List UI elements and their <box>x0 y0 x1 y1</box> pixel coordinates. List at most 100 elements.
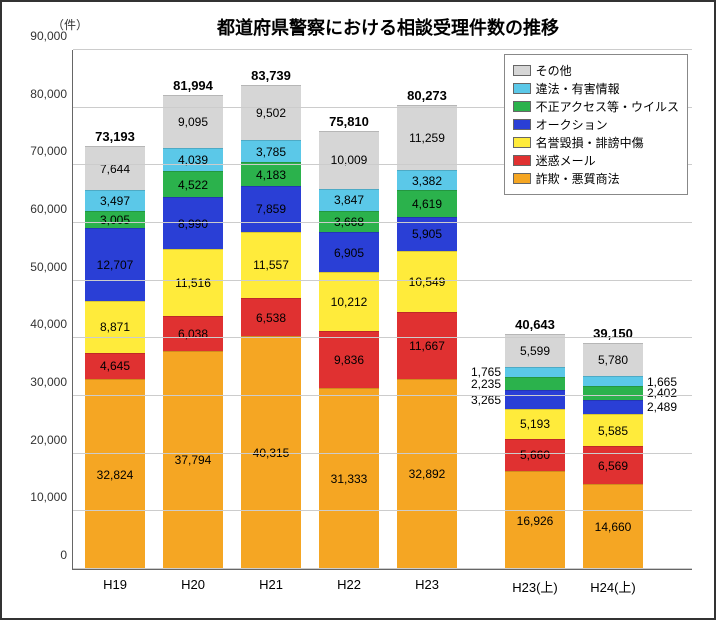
segment-value: 5,905 <box>412 227 442 241</box>
segment-value: 7,859 <box>256 202 286 216</box>
bar-segment: 5,585 <box>583 414 643 446</box>
bar-segment: 1,665 <box>583 376 643 386</box>
bar-segment: 5,780 <box>583 343 643 376</box>
segment-value: 11,557 <box>253 258 289 272</box>
x-axis-label: H21 <box>259 577 283 592</box>
legend-label: 違法・有害情報 <box>536 80 620 97</box>
legend-item: その他 <box>513 62 679 79</box>
segment-value: 11,667 <box>409 339 445 353</box>
segment-value: 11,516 <box>175 276 211 290</box>
bar-segment: 10,009 <box>319 131 379 189</box>
segment-value: 31,333 <box>331 472 368 486</box>
legend-item: オークション <box>513 116 679 133</box>
segment-value: 3,847 <box>334 193 364 207</box>
segment-value: 1,765 <box>471 365 501 379</box>
legend-label: オークション <box>536 116 608 133</box>
bar-segment: 6,538 <box>241 298 301 336</box>
segment-value: 4,522 <box>178 178 208 192</box>
y-tick-label: 40,000 <box>30 317 67 331</box>
legend-swatch <box>513 83 531 94</box>
bar-segment: 4,619 <box>397 190 457 217</box>
y-tick-label: 0 <box>60 548 67 562</box>
bar-segment: 32,824 <box>85 379 145 569</box>
segment-value: 10,549 <box>409 275 446 289</box>
bar-segment: 3,382 <box>397 170 457 190</box>
legend-item: 違法・有害情報 <box>513 80 679 97</box>
y-tick-label: 20,000 <box>30 433 67 447</box>
bar-segment: 11,516 <box>163 249 223 316</box>
legend-swatch <box>513 101 531 112</box>
bar-segment: 2,489 <box>583 400 643 414</box>
segment-value: 9,095 <box>178 115 208 129</box>
bar-segment: 1,765 <box>505 367 565 377</box>
legend-swatch <box>513 155 531 166</box>
bar-segment: 5,599 <box>505 334 565 366</box>
bar-segment: 32,892 <box>397 379 457 569</box>
bar-segment: 10,549 <box>397 251 457 312</box>
legend-label: 名誉毀損・誹謗中傷 <box>536 134 644 151</box>
grid-line <box>73 568 692 569</box>
segment-value: 10,212 <box>331 295 368 309</box>
bar-segment: 8,871 <box>85 301 145 352</box>
segment-value: 37,794 <box>175 453 212 467</box>
bar-segment: 9,836 <box>319 331 379 388</box>
legend-swatch <box>513 137 531 148</box>
segment-value: 3,382 <box>412 174 442 188</box>
bar-segment: 2,235 <box>505 377 565 390</box>
grid-line <box>73 280 692 281</box>
bar-segment: 31,333 <box>319 388 379 569</box>
bar-total: 83,739 <box>251 68 291 83</box>
segment-value: 4,619 <box>412 197 442 211</box>
bar-segment: 37,794 <box>163 351 223 569</box>
segment-value: 5,660 <box>520 448 550 462</box>
bar-segment: 4,645 <box>85 353 145 380</box>
grid-line <box>73 510 692 511</box>
bar-segment: 6,905 <box>319 232 379 272</box>
legend-item: 迷惑メール <box>513 152 679 169</box>
legend: その他違法・有害情報不正アクセス等・ウイルスオークション名誉毀損・誹謗中傷迷惑メ… <box>504 54 688 195</box>
y-tick-label: 70,000 <box>30 144 67 158</box>
bar-segment: 16,926 <box>505 471 565 569</box>
y-tick-label: 30,000 <box>30 375 67 389</box>
segment-value: 12,707 <box>97 258 134 272</box>
bar-segment: 3,785 <box>241 140 301 162</box>
legend-label: その他 <box>536 62 572 79</box>
segment-value: 4,645 <box>100 359 130 373</box>
bar-segment: 2,402 <box>583 386 643 400</box>
bar-total: 39,150 <box>593 326 633 341</box>
bar-segment: 3,005 <box>85 211 145 228</box>
segment-value: 5,599 <box>520 344 550 358</box>
legend-swatch <box>513 173 531 184</box>
x-axis-label: H24(上) <box>590 577 636 596</box>
chart-title: 都道府県警察における相談受理件数の推移 <box>72 14 704 40</box>
segment-value: 6,569 <box>598 459 628 473</box>
bar-segment: 11,557 <box>241 232 301 299</box>
bar-total: 80,273 <box>407 88 447 103</box>
bar-segment: 11,667 <box>397 312 457 379</box>
grid-line <box>73 49 692 50</box>
segment-value: 5,585 <box>598 424 628 438</box>
bar-segment: 7,859 <box>241 186 301 231</box>
bar-segment: 9,095 <box>163 95 223 148</box>
segment-value: 6,038 <box>178 327 208 341</box>
segment-value: 2,489 <box>647 400 677 414</box>
bar-segment: 5,660 <box>505 439 565 472</box>
segment-value: 1,665 <box>647 375 677 389</box>
bar-segment: 8,990 <box>163 197 223 249</box>
bar-segment: 9,502 <box>241 85 301 140</box>
segment-value: 8,871 <box>100 320 130 334</box>
x-axis-label: H23 <box>415 577 439 592</box>
bar-segment: 4,039 <box>163 148 223 171</box>
legend-label: 迷惑メール <box>536 152 596 169</box>
grid-line <box>73 453 692 454</box>
legend-item: 詐欺・悪質商法 <box>513 170 679 187</box>
x-axis-label: H22 <box>337 577 361 592</box>
plot-area: その他違法・有害情報不正アクセス等・ウイルスオークション名誉毀損・誹謗中傷迷惑メ… <box>72 50 692 570</box>
segment-value: 32,892 <box>409 467 446 481</box>
chart-frame: （件） 都道府県警察における相談受理件数の推移 その他違法・有害情報不正アクセス… <box>0 0 716 620</box>
segment-value: 14,660 <box>595 520 632 534</box>
y-tick-label: 50,000 <box>30 260 67 274</box>
bar-segment: 5,193 <box>505 409 565 439</box>
grid-line <box>73 337 692 338</box>
y-tick-label: 90,000 <box>30 29 67 43</box>
